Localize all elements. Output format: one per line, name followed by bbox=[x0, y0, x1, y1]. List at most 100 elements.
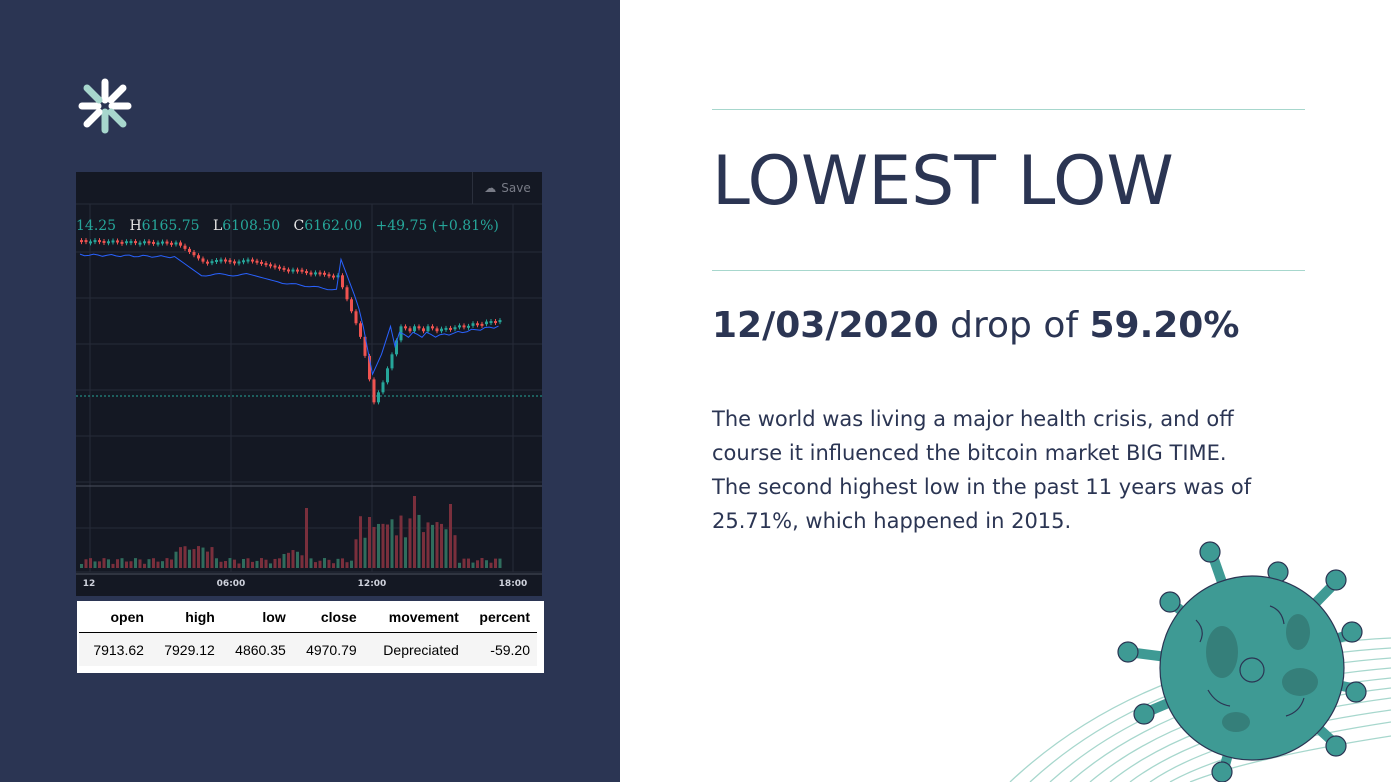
volume-bar bbox=[98, 561, 101, 568]
volume-bar bbox=[305, 508, 308, 568]
candle bbox=[179, 242, 182, 246]
ohlc-change: +49.75 (+0.81%) bbox=[375, 218, 499, 234]
time-label: 18:00 bbox=[498, 579, 528, 589]
candle bbox=[480, 323, 484, 326]
volume-bar bbox=[179, 547, 182, 568]
volume-bar bbox=[462, 558, 466, 568]
candle bbox=[152, 241, 155, 244]
volume-bar bbox=[84, 559, 88, 568]
volume-bar bbox=[228, 558, 232, 568]
candle bbox=[309, 272, 313, 275]
volume-bar bbox=[255, 560, 259, 568]
volume-bar bbox=[345, 562, 349, 568]
header-movement: movement bbox=[362, 601, 465, 633]
description-paragraph: The world was living a major health cris… bbox=[712, 407, 1252, 533]
save-button[interactable]: ☁ Save bbox=[472, 172, 542, 204]
candle bbox=[120, 241, 124, 244]
candle bbox=[228, 260, 232, 263]
candle bbox=[206, 261, 209, 264]
candle bbox=[327, 274, 331, 277]
candle bbox=[467, 325, 470, 328]
candle bbox=[138, 242, 142, 245]
volume-bar bbox=[152, 558, 155, 568]
volume-bar bbox=[219, 561, 223, 568]
volume-bar bbox=[156, 561, 160, 568]
volume-bar bbox=[188, 549, 191, 568]
save-label: Save bbox=[501, 181, 531, 195]
top-divider bbox=[712, 109, 1305, 110]
candle bbox=[390, 354, 394, 369]
candle bbox=[80, 240, 83, 243]
candle bbox=[242, 260, 245, 263]
candle bbox=[125, 241, 128, 244]
candle bbox=[174, 242, 178, 245]
volume-bar bbox=[107, 559, 110, 568]
volume-bar bbox=[377, 523, 380, 568]
candle bbox=[170, 242, 173, 245]
candle bbox=[165, 241, 169, 244]
candle bbox=[413, 326, 416, 332]
candle bbox=[129, 241, 133, 244]
volume-bar bbox=[210, 547, 214, 568]
candle bbox=[237, 261, 241, 264]
candle bbox=[156, 242, 160, 245]
ohlc-close-key: C bbox=[293, 218, 305, 234]
candle bbox=[98, 240, 101, 243]
volume-bar bbox=[120, 558, 124, 568]
volume-bar bbox=[237, 563, 241, 568]
candle bbox=[431, 326, 434, 329]
candle bbox=[210, 261, 214, 264]
candle bbox=[143, 241, 146, 244]
volume-bar bbox=[138, 559, 142, 568]
candle bbox=[147, 241, 151, 244]
volume-bar bbox=[116, 559, 119, 568]
candle bbox=[273, 265, 277, 268]
volume-bar bbox=[287, 552, 290, 568]
volume-bar bbox=[449, 504, 452, 568]
candle bbox=[201, 258, 205, 262]
volume-bar bbox=[359, 516, 362, 568]
candle bbox=[372, 379, 376, 403]
volume-bar bbox=[93, 561, 97, 568]
volume-bar bbox=[201, 547, 205, 568]
candle bbox=[471, 323, 475, 326]
candle bbox=[422, 328, 425, 332]
candle bbox=[183, 245, 187, 249]
volume-bar bbox=[489, 562, 493, 568]
candle bbox=[116, 240, 119, 243]
ohlc-high: 6165.75 bbox=[141, 218, 200, 234]
volume-bar bbox=[399, 515, 403, 568]
volume-bar bbox=[381, 523, 385, 568]
candle bbox=[417, 326, 421, 329]
candle bbox=[291, 269, 295, 272]
volume-bar bbox=[480, 558, 484, 568]
header-percent: percent bbox=[464, 601, 537, 633]
candle bbox=[458, 325, 461, 328]
candle bbox=[345, 287, 349, 300]
volume-bar bbox=[224, 560, 227, 568]
candle bbox=[224, 259, 227, 262]
volume-bar bbox=[296, 551, 299, 568]
volume-bar bbox=[440, 523, 443, 568]
moving-average-line bbox=[79, 253, 499, 376]
volume-bar bbox=[444, 529, 448, 568]
table-header-row: open high low close movement percent bbox=[79, 601, 537, 633]
candle bbox=[102, 240, 106, 243]
candle bbox=[219, 259, 223, 262]
candle bbox=[462, 325, 466, 328]
candle bbox=[404, 326, 407, 329]
volume-bar bbox=[332, 563, 335, 568]
candle bbox=[395, 340, 398, 355]
drop-percent: 59.20% bbox=[1089, 305, 1240, 346]
header-close: close bbox=[291, 601, 363, 633]
volume-bar bbox=[206, 551, 209, 568]
volume-bar bbox=[251, 561, 254, 568]
candle bbox=[264, 263, 268, 266]
volume-bar bbox=[485, 560, 488, 568]
candlestick-chart[interactable]: ☁ Save 14.25 H6165.75 L6108.50 C6162.00 … bbox=[76, 172, 542, 596]
candle bbox=[435, 328, 439, 332]
volume-bar bbox=[147, 559, 151, 568]
ohlc-close: 6162.00 bbox=[304, 218, 363, 234]
middle-divider bbox=[712, 270, 1305, 271]
candle bbox=[282, 267, 286, 270]
